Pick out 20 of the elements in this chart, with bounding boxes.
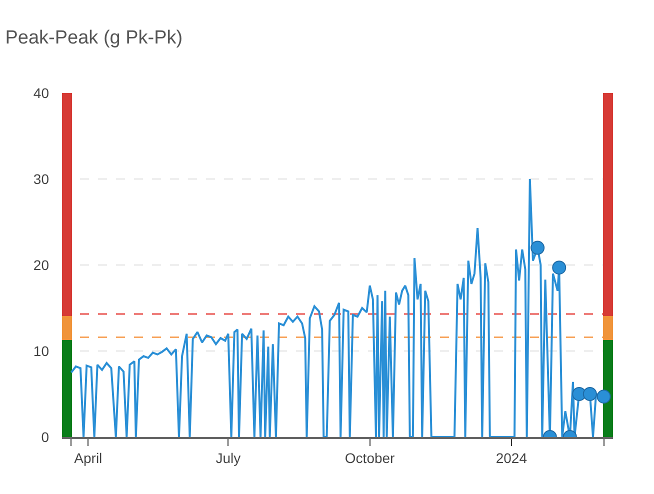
- point: [582, 387, 597, 401]
- x-tick-label: July: [216, 450, 241, 466]
- point: [530, 240, 545, 255]
- y-tick-label: 10: [33, 342, 50, 359]
- y-tick-label: 40: [33, 84, 50, 101]
- x-tick-label: October: [344, 450, 396, 466]
- point: [552, 260, 566, 275]
- point: [596, 390, 611, 404]
- y-tick-label: 20: [33, 256, 50, 273]
- bar: [62, 340, 72, 437]
- chart-title: Peak-Peak (g Pk-Pk): [5, 28, 183, 49]
- bar: [62, 93, 72, 316]
- x-tick-label: April: [74, 450, 102, 466]
- bar: [603, 340, 613, 437]
- bar: [603, 316, 613, 340]
- x-tick-label: 2024: [496, 450, 528, 466]
- bar: [62, 316, 72, 340]
- y-tick-label: 0: [41, 428, 50, 445]
- y-tick-label: 30: [33, 170, 50, 187]
- bar: [603, 93, 613, 316]
